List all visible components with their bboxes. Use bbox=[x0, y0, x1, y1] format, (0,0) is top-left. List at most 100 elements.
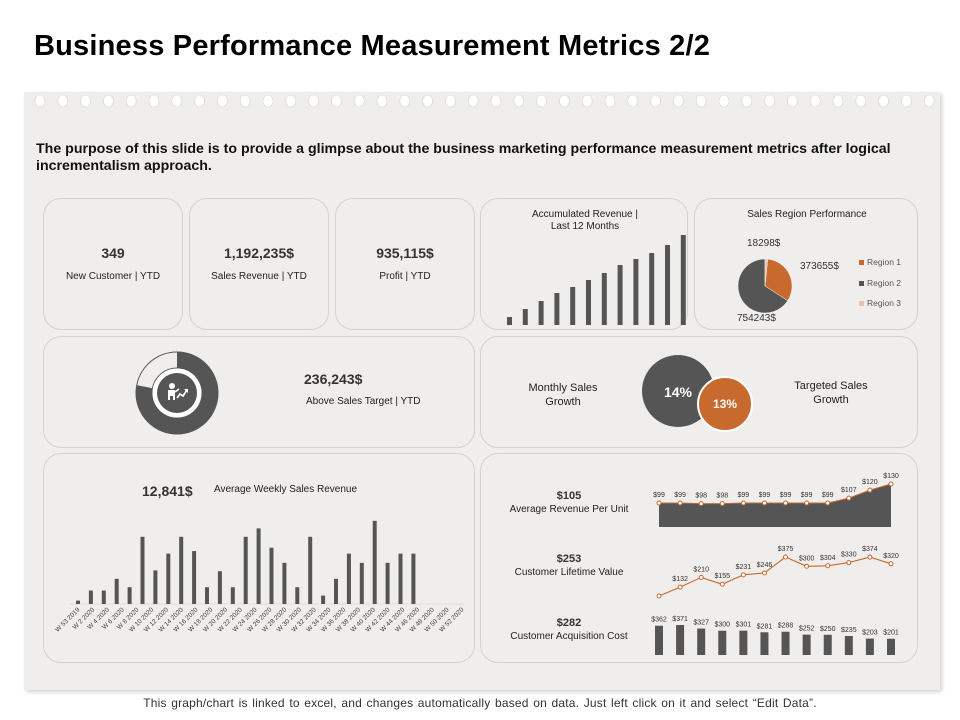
accumulated-revenue-chart[interactable] bbox=[481, 199, 689, 331]
sales-region-card[interactable]: Sales Region Performance 373655$ 754243$ 1… bbox=[694, 198, 918, 330]
cac-data-label: $201 bbox=[883, 630, 899, 637]
avg-revenue-data-label: $99 bbox=[738, 492, 750, 499]
monthly-growth-line2: Growth bbox=[545, 396, 581, 408]
monthly-growth-value: 14% bbox=[663, 384, 693, 400]
accumulated-revenue-card[interactable]: Accumulated Revenue | Last 12 Months bbox=[480, 198, 688, 330]
avg-revenue-point bbox=[783, 500, 789, 506]
cac-data-label: $203 bbox=[862, 630, 878, 637]
cac-data-label: $288 bbox=[778, 623, 794, 630]
cac-data-label: $301 bbox=[736, 622, 752, 629]
accumulated-title-line2: Last 12 Months bbox=[550, 221, 620, 232]
notepad-hole bbox=[878, 94, 889, 108]
targeted-growth-line2: Growth bbox=[813, 394, 849, 406]
avg-revenue-area bbox=[659, 484, 891, 527]
notepad-hole bbox=[171, 94, 183, 108]
accumulated-bar bbox=[665, 245, 670, 325]
notepad-hole bbox=[513, 94, 525, 108]
avg-revenue-point bbox=[888, 481, 894, 487]
pie-data-label: 18298$ bbox=[747, 238, 781, 249]
accumulated-bar bbox=[507, 317, 512, 325]
clv-point bbox=[804, 563, 810, 569]
target-value: 236,243$ bbox=[304, 371, 363, 387]
clv-point bbox=[783, 554, 789, 560]
clv-point bbox=[719, 581, 725, 587]
legend-swatch-region1 bbox=[859, 260, 864, 265]
weekly-bar bbox=[295, 587, 300, 604]
notepad-hole bbox=[787, 94, 798, 108]
cac-bar bbox=[718, 630, 727, 655]
notepad-hole bbox=[80, 94, 91, 108]
avg-revenue-label: Average Revenue Per Unit bbox=[509, 504, 629, 515]
notepad-hole bbox=[650, 94, 661, 108]
accumulated-bar bbox=[538, 301, 544, 325]
notepad-hole bbox=[764, 94, 775, 108]
above-target-card[interactable]: 236,243$ Above Sales Target | YTD bbox=[43, 336, 475, 448]
weekly-bar bbox=[398, 553, 403, 604]
notepad-hole bbox=[627, 94, 639, 108]
weekly-bar bbox=[127, 587, 132, 604]
avg-revenue-data-label: $99 bbox=[759, 492, 771, 499]
notepad-hole bbox=[923, 94, 935, 108]
kpi-card-profit[interactable]: 935,115$ Profit | YTD bbox=[335, 198, 475, 330]
kpi-label: Sales Revenue | YTD bbox=[211, 271, 307, 282]
avg-revenue-data-label: $130 bbox=[883, 473, 899, 480]
weekly-sales-label: Average Weekly Sales Revenue bbox=[214, 484, 358, 495]
weekly-bar bbox=[101, 590, 106, 604]
notepad-hole bbox=[718, 94, 730, 108]
notepad-hole bbox=[809, 94, 821, 108]
cac-bar bbox=[865, 638, 874, 655]
notepad-hole bbox=[536, 94, 547, 108]
clv-line bbox=[658, 556, 892, 597]
weekly-bar bbox=[153, 570, 158, 604]
cac-data-label: $235 bbox=[841, 627, 857, 634]
clv-data-label: $374 bbox=[862, 546, 878, 553]
notepad-hole bbox=[490, 94, 502, 108]
kpi-card-sales-revenue[interactable]: 1,192,235$ Sales Revenue | YTD bbox=[189, 198, 329, 330]
clv-point bbox=[867, 554, 873, 560]
footer-note: This graph/chart is linked to excel, and… bbox=[143, 696, 817, 710]
weekly-bar bbox=[282, 562, 287, 604]
notepad-hole bbox=[285, 94, 297, 108]
unit-metrics-charts[interactable]: $99 $99 $98 $98 $99 $99 $99 $99 $99$107$120$130$… bbox=[481, 454, 919, 664]
notepad-hole bbox=[376, 94, 388, 108]
sales-growth-card[interactable]: Monthly Sales Growth 14% 13% Targeted Sa… bbox=[480, 336, 918, 448]
cac-bar bbox=[655, 625, 663, 655]
legend-region2: Region 2 bbox=[867, 278, 902, 288]
weekly-sales-card[interactable]: 12,841$ Average Weekly Sales Revenue W 5… bbox=[43, 453, 475, 663]
clv-data-label: $330 bbox=[841, 552, 857, 559]
avg-revenue-data-label: $99 bbox=[780, 492, 792, 499]
notepad-hole bbox=[103, 94, 114, 108]
unit-metrics-card[interactable]: $105 Average Revenue Per Unit $253 Custo… bbox=[480, 453, 918, 663]
cac-bar bbox=[697, 628, 706, 655]
notepad-hole bbox=[125, 94, 137, 108]
clv-data-label: $246 bbox=[757, 562, 773, 569]
clv-data-label: $155 bbox=[714, 573, 730, 580]
avg-revenue-point bbox=[867, 487, 873, 493]
cac-bar bbox=[739, 630, 748, 655]
kpi-label: Profit | YTD bbox=[379, 271, 431, 282]
avg-revenue-point bbox=[761, 500, 767, 506]
weekly-bar bbox=[321, 595, 326, 604]
clv-point bbox=[825, 563, 831, 569]
sales-region-pie-chart[interactable]: 373655$ 754243$ 18298$ bbox=[695, 199, 919, 331]
accumulated-bar bbox=[601, 273, 607, 325]
notepad-hole bbox=[695, 94, 707, 108]
avg-revenue-data-label: $107 bbox=[841, 487, 857, 494]
notepad-hole bbox=[34, 94, 46, 108]
cac-data-label: $371 bbox=[672, 616, 688, 623]
weekly-bar bbox=[411, 553, 416, 604]
kpi-card-new-customer[interactable]: 349 New Customer | YTD bbox=[43, 198, 183, 330]
notepad-hole bbox=[57, 94, 69, 108]
clv-point bbox=[761, 570, 767, 576]
clv-point bbox=[656, 593, 662, 599]
avg-revenue-data-label: $99 bbox=[822, 492, 834, 499]
weekly-bar bbox=[114, 578, 119, 604]
clv-point bbox=[846, 560, 852, 566]
pie-data-label: 373655$ bbox=[800, 261, 839, 272]
cac-bar bbox=[887, 638, 895, 655]
notepad-hole bbox=[673, 94, 684, 108]
cac-value: $282 bbox=[556, 617, 582, 629]
growth-bubbles bbox=[642, 355, 753, 432]
clv-data-label: $300 bbox=[799, 555, 815, 562]
